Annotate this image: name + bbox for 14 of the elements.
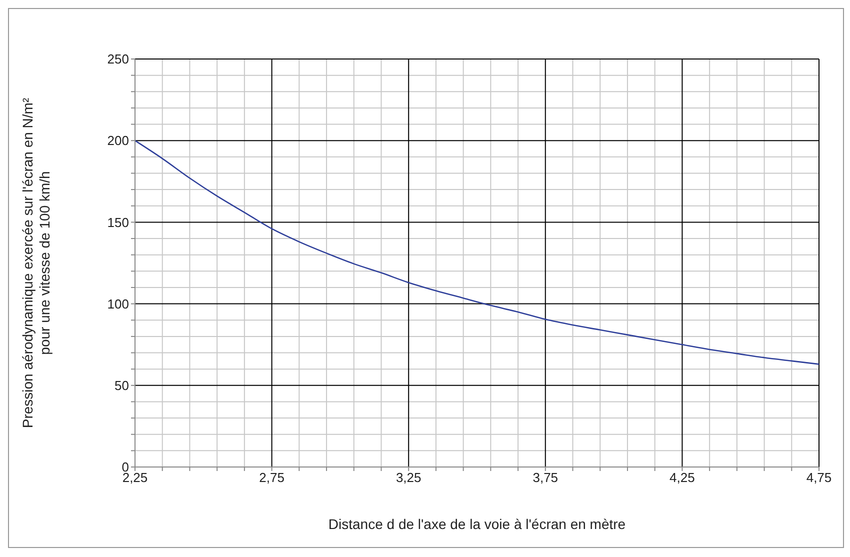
x-axis-title: Distance d de l'axe de la voie à l'écran en mètre [328,516,626,532]
y-tick-label: 150 [107,214,129,230]
x-tick-label: 4,25 [670,470,695,486]
y-tick-label: 50 [114,378,129,394]
x-tick-label: 3,25 [396,470,422,486]
x-tick-label: 4,75 [806,470,832,486]
x-tick-label: 3,75 [532,470,558,486]
y-tick-label: 250 [107,52,129,67]
y-axis-title: Pression aérodynamique exercée sur l'écran en N/m² pour une vitesse de 100 km/h [20,98,52,428]
x-tick-label: 2,25 [122,470,148,486]
y-tick-label: 100 [107,296,129,312]
line-series [135,140,819,365]
y-tick-label: 200 [107,133,129,148]
x-tick-label: 2,75 [259,470,284,486]
